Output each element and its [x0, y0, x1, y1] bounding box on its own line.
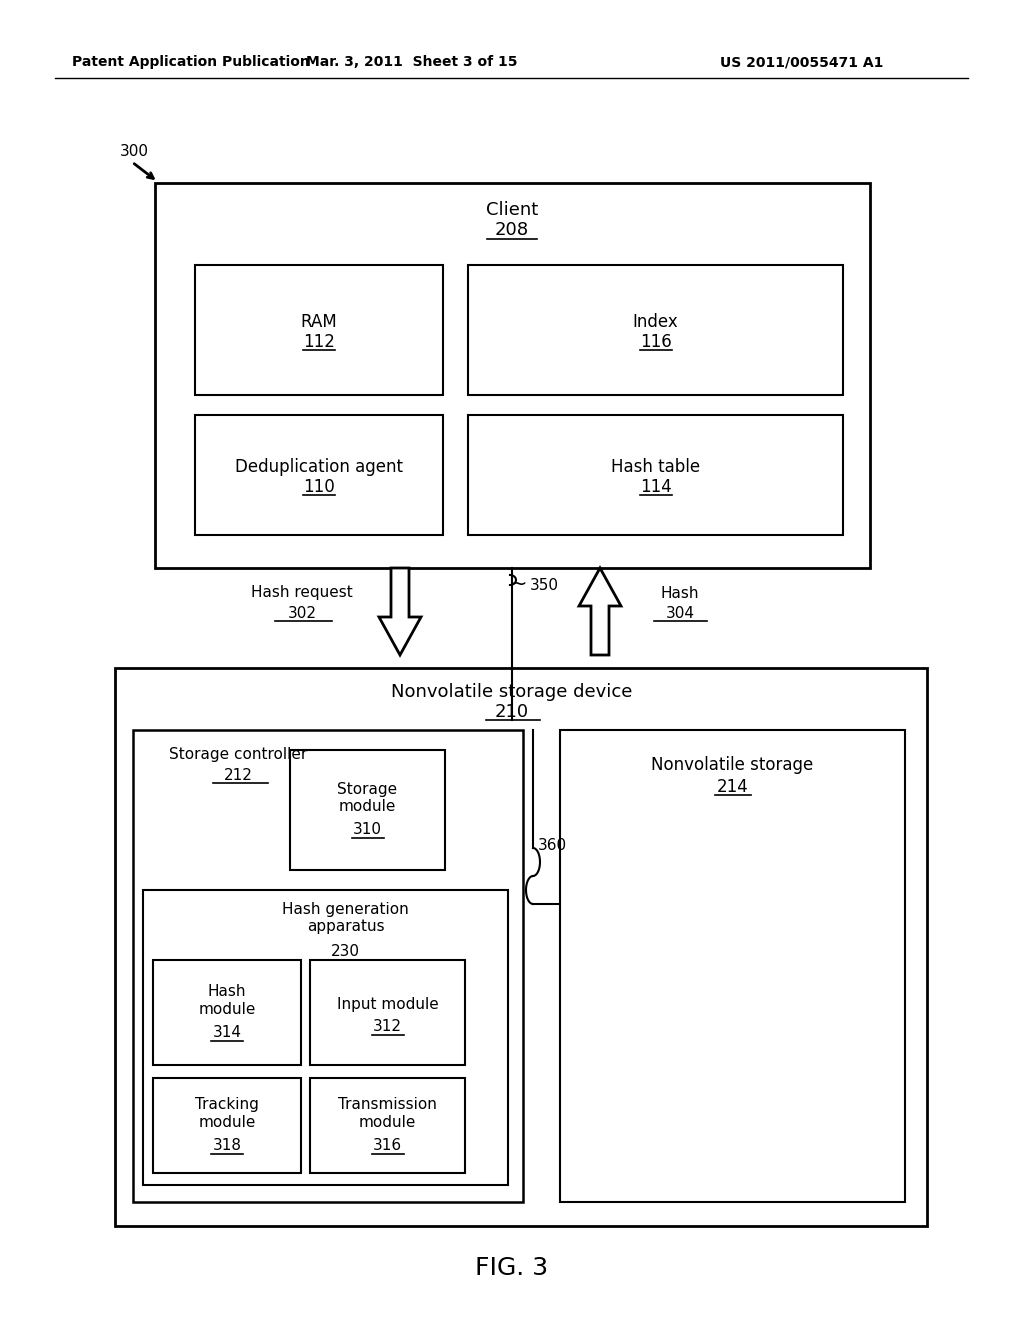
Text: 112: 112 — [303, 333, 335, 351]
Bar — [195, 265, 443, 395]
Text: US 2011/0055471 A1: US 2011/0055471 A1 — [720, 55, 884, 69]
Text: 350: 350 — [530, 578, 559, 593]
Bar — [468, 265, 843, 395]
Bar — [115, 668, 927, 1226]
Bar — [143, 890, 508, 1185]
Bar — [310, 960, 465, 1065]
Text: Transmission
module: Transmission module — [338, 1097, 437, 1130]
Text: 316: 316 — [373, 1138, 402, 1152]
Text: Client: Client — [485, 201, 539, 219]
Text: Hash request: Hash request — [251, 586, 353, 601]
Bar — [153, 960, 301, 1065]
Text: 114: 114 — [640, 478, 672, 496]
Text: 212: 212 — [223, 767, 253, 783]
Text: 110: 110 — [303, 478, 335, 496]
Text: Deduplication agent: Deduplication agent — [234, 458, 403, 477]
Text: 208: 208 — [495, 220, 529, 239]
Polygon shape — [579, 568, 621, 655]
Bar — [133, 730, 523, 1203]
Bar — [290, 750, 445, 870]
Polygon shape — [379, 568, 421, 655]
Text: RAM: RAM — [301, 313, 337, 331]
Text: Storage
module: Storage module — [338, 781, 397, 814]
Text: 304: 304 — [666, 606, 694, 620]
Bar — [310, 1078, 465, 1173]
Bar — [468, 414, 843, 535]
Text: Hash table: Hash table — [611, 458, 700, 477]
Text: Hash
module: Hash module — [199, 985, 256, 1016]
Text: Hash generation
apparatus: Hash generation apparatus — [283, 902, 409, 935]
Text: Hash: Hash — [660, 586, 699, 601]
Text: 230: 230 — [331, 945, 360, 960]
Text: 302: 302 — [288, 606, 316, 620]
Text: Mar. 3, 2011  Sheet 3 of 15: Mar. 3, 2011 Sheet 3 of 15 — [306, 55, 518, 69]
Bar — [155, 183, 870, 568]
Text: Patent Application Publication: Patent Application Publication — [72, 55, 309, 69]
Bar — [153, 1078, 301, 1173]
Text: 314: 314 — [213, 1026, 242, 1040]
Text: Nonvolatile storage device: Nonvolatile storage device — [391, 682, 633, 701]
Bar — [195, 414, 443, 535]
Text: Tracking
module: Tracking module — [195, 1097, 259, 1130]
Text: ~: ~ — [510, 574, 527, 594]
Text: 360: 360 — [538, 837, 567, 853]
Text: Storage controller: Storage controller — [169, 747, 307, 763]
Text: 210: 210 — [495, 704, 529, 721]
Text: 312: 312 — [373, 1019, 402, 1034]
Text: Nonvolatile storage: Nonvolatile storage — [651, 756, 814, 774]
Text: 310: 310 — [353, 822, 382, 837]
Text: 318: 318 — [213, 1138, 242, 1152]
Text: FIG. 3: FIG. 3 — [475, 1257, 549, 1280]
Bar — [560, 730, 905, 1203]
Text: 116: 116 — [640, 333, 672, 351]
Text: 300: 300 — [120, 144, 150, 160]
Text: 214: 214 — [717, 777, 749, 796]
Text: Index: Index — [633, 313, 678, 331]
Text: Input module: Input module — [337, 997, 438, 1012]
